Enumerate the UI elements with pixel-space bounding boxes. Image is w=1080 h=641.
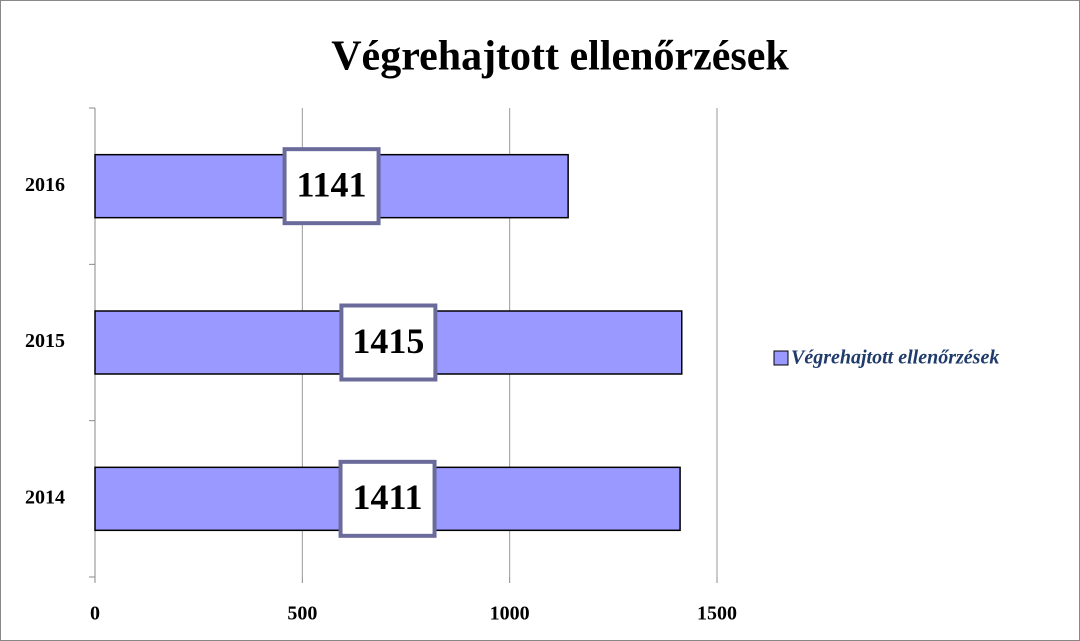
data-label: 1415	[352, 321, 424, 361]
x-tick-label: 0	[90, 603, 100, 625]
data-label: 1411	[353, 477, 423, 517]
data-label: 1141	[297, 164, 367, 204]
data-label-box	[282, 147, 381, 226]
x-tick-label: 1000	[490, 603, 530, 625]
y-tick-label: 2015	[25, 330, 65, 352]
legend-label: Végrehajtott ellenőrzések	[791, 347, 999, 369]
data-label-box	[339, 303, 438, 382]
chart-title: Végrehajtott ellenőrzések	[331, 34, 789, 80]
legend-swatch	[773, 350, 789, 366]
x-tick-label: 500	[287, 603, 317, 625]
y-tick-label: 2014	[25, 486, 65, 508]
y-tick-label: 2016	[25, 174, 65, 196]
x-tick-label: 1500	[697, 603, 737, 625]
data-label-box	[338, 459, 437, 538]
